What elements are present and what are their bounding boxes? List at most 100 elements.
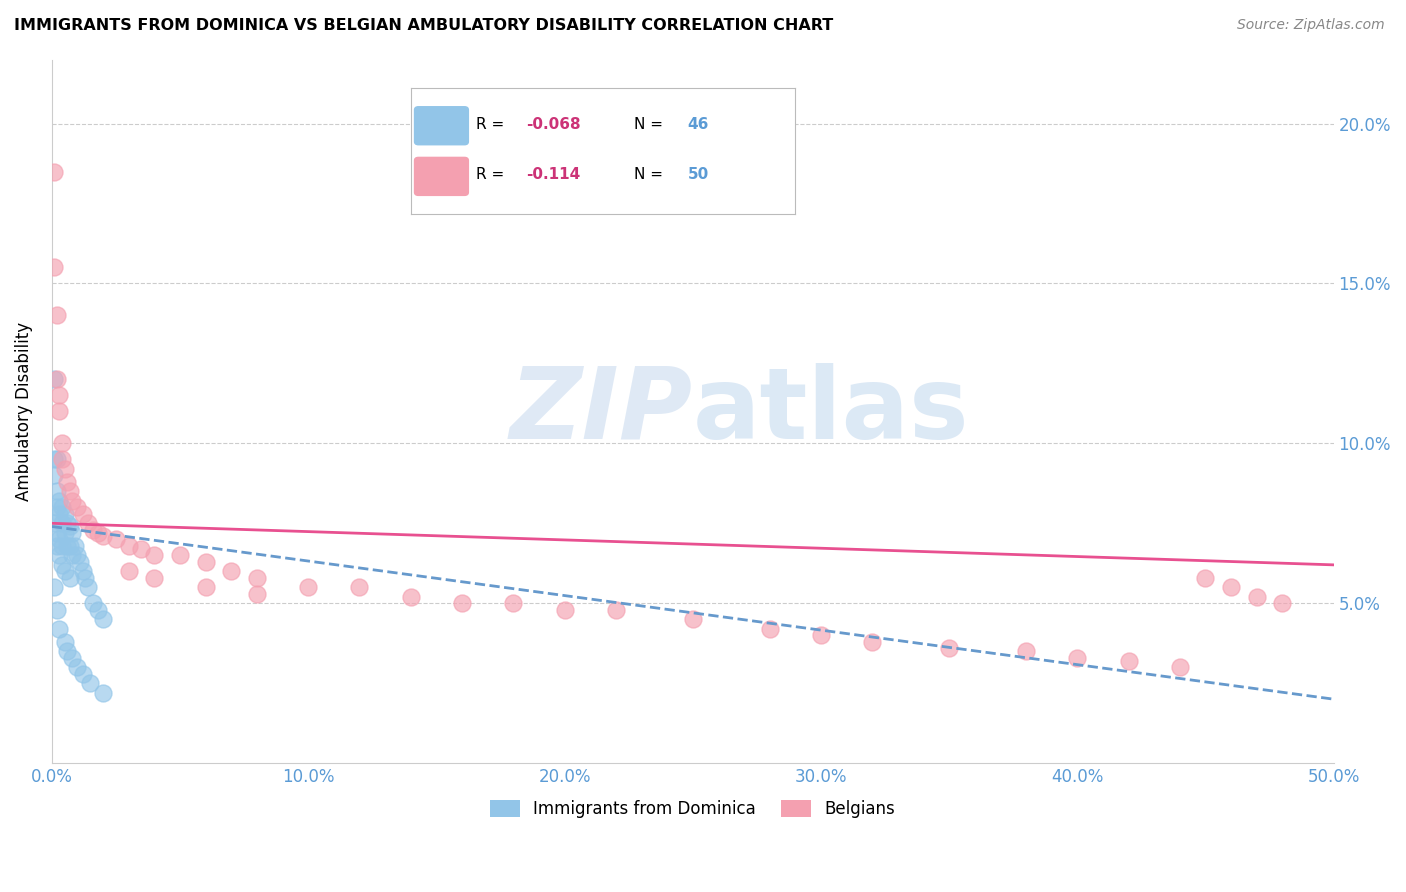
Point	[1168, 660, 1191, 674]
Y-axis label: Ambulatory Disability: Ambulatory Disability	[15, 322, 32, 501]
Point	[53, 564, 76, 578]
Point	[82, 523, 104, 537]
Point	[91, 686, 114, 700]
Point	[194, 580, 217, 594]
Point	[87, 602, 110, 616]
Text: ZIP: ZIP	[510, 363, 693, 460]
Point	[51, 539, 73, 553]
Point	[349, 580, 371, 594]
Point	[51, 436, 73, 450]
Point	[56, 644, 79, 658]
Point	[194, 555, 217, 569]
Point	[44, 164, 66, 178]
Point	[59, 571, 82, 585]
Point	[1015, 644, 1038, 658]
Point	[79, 676, 101, 690]
Point	[51, 516, 73, 531]
Point	[66, 548, 89, 562]
Point	[48, 533, 70, 547]
Point	[45, 602, 67, 616]
Point	[51, 558, 73, 572]
Text: Source: ZipAtlas.com: Source: ZipAtlas.com	[1237, 18, 1385, 32]
Point	[66, 500, 89, 515]
Point	[297, 580, 319, 594]
Point	[60, 548, 83, 562]
Point	[44, 468, 66, 483]
Point	[246, 571, 269, 585]
Point	[1220, 580, 1243, 594]
Point	[45, 484, 67, 499]
Point	[45, 309, 67, 323]
Point	[219, 564, 242, 578]
Point	[451, 596, 474, 610]
Point	[48, 622, 70, 636]
Point	[44, 580, 66, 594]
Point	[45, 372, 67, 386]
Point	[399, 590, 422, 604]
Point	[44, 260, 66, 275]
Point	[75, 571, 97, 585]
Point	[56, 516, 79, 531]
Point	[59, 519, 82, 533]
Point	[56, 475, 79, 489]
Point	[1118, 654, 1140, 668]
Point	[48, 404, 70, 418]
Point	[53, 507, 76, 521]
Point	[605, 602, 627, 616]
Point	[60, 650, 83, 665]
Point	[63, 539, 86, 553]
Point	[44, 516, 66, 531]
Point	[682, 612, 704, 626]
Point	[76, 580, 98, 594]
Point	[48, 548, 70, 562]
Point	[45, 452, 67, 467]
Point	[51, 452, 73, 467]
Point	[938, 640, 960, 655]
Point	[72, 507, 94, 521]
Point	[59, 539, 82, 553]
Point	[758, 622, 780, 636]
Point	[118, 564, 141, 578]
Point	[60, 525, 83, 540]
Point	[69, 555, 91, 569]
Point	[810, 628, 832, 642]
Point	[143, 571, 166, 585]
Point	[45, 525, 67, 540]
Point	[246, 587, 269, 601]
Point	[45, 500, 67, 515]
Point	[60, 494, 83, 508]
Point	[91, 529, 114, 543]
Point	[1194, 571, 1216, 585]
Point	[87, 525, 110, 540]
Point	[59, 484, 82, 499]
Point	[72, 564, 94, 578]
Point	[1246, 590, 1268, 604]
Point	[48, 507, 70, 521]
Point	[48, 388, 70, 402]
Point	[56, 539, 79, 553]
Point	[502, 596, 524, 610]
Text: atlas: atlas	[693, 363, 969, 460]
Point	[45, 539, 67, 553]
Point	[118, 539, 141, 553]
Point	[91, 612, 114, 626]
Point	[48, 494, 70, 508]
Point	[131, 541, 153, 556]
Text: IMMIGRANTS FROM DOMINICA VS BELGIAN AMBULATORY DISABILITY CORRELATION CHART: IMMIGRANTS FROM DOMINICA VS BELGIAN AMBU…	[14, 18, 834, 33]
Legend: Immigrants from Dominica, Belgians: Immigrants from Dominica, Belgians	[484, 794, 901, 825]
Point	[44, 452, 66, 467]
Point	[860, 634, 883, 648]
Point	[553, 602, 575, 616]
Point	[1066, 650, 1088, 665]
Point	[169, 548, 191, 562]
Point	[66, 660, 89, 674]
Point	[51, 500, 73, 515]
Point	[82, 596, 104, 610]
Point	[53, 462, 76, 476]
Point	[72, 666, 94, 681]
Point	[104, 533, 127, 547]
Point	[53, 525, 76, 540]
Point	[44, 372, 66, 386]
Point	[53, 634, 76, 648]
Point	[143, 548, 166, 562]
